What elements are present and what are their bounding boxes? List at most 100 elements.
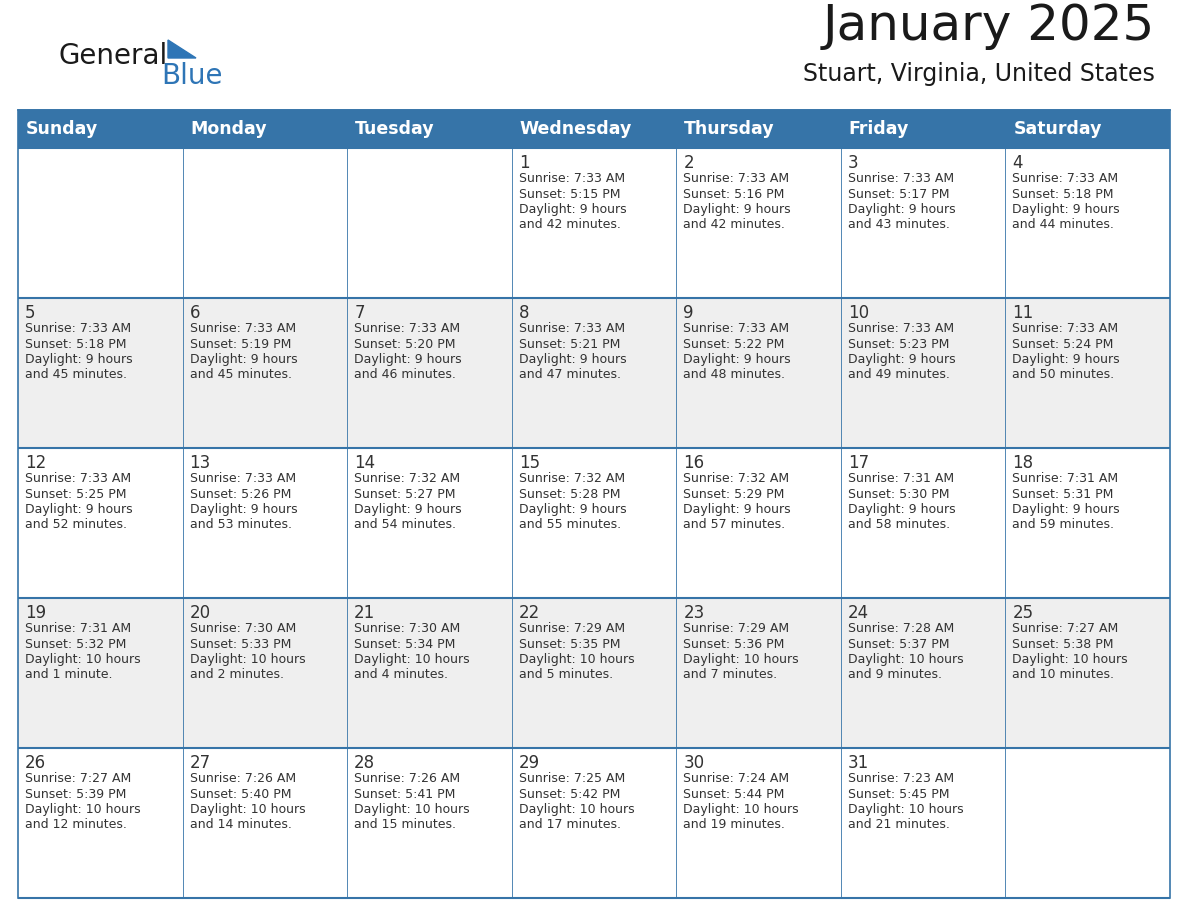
Bar (841, 748, 1005, 898)
Bar (347, 598, 512, 748)
Text: and 55 minutes.: and 55 minutes. (519, 519, 621, 532)
Text: and 19 minutes.: and 19 minutes. (683, 819, 785, 832)
Text: Sunset: 5:41 PM: Sunset: 5:41 PM (354, 788, 455, 800)
Text: and 49 minutes.: and 49 minutes. (848, 368, 949, 382)
Text: and 44 minutes.: and 44 minutes. (1012, 218, 1114, 231)
Text: and 42 minutes.: and 42 minutes. (519, 218, 620, 231)
Text: 15: 15 (519, 454, 539, 472)
Text: Sunset: 5:28 PM: Sunset: 5:28 PM (519, 487, 620, 500)
Text: 3: 3 (848, 154, 859, 172)
Text: Sunset: 5:45 PM: Sunset: 5:45 PM (848, 788, 949, 800)
Text: Daylight: 9 hours: Daylight: 9 hours (1012, 503, 1120, 516)
Text: Sunrise: 7:32 AM: Sunrise: 7:32 AM (519, 472, 625, 485)
Text: 13: 13 (190, 454, 210, 472)
Bar (1005, 598, 1170, 748)
Text: and 59 minutes.: and 59 minutes. (1012, 519, 1114, 532)
Text: Sunrise: 7:33 AM: Sunrise: 7:33 AM (683, 322, 789, 335)
Text: Sunset: 5:20 PM: Sunset: 5:20 PM (354, 338, 456, 351)
Text: Sunset: 5:40 PM: Sunset: 5:40 PM (190, 788, 291, 800)
Text: Sunrise: 7:33 AM: Sunrise: 7:33 AM (848, 322, 954, 335)
Text: Sunrise: 7:25 AM: Sunrise: 7:25 AM (519, 772, 625, 785)
Text: Sunset: 5:25 PM: Sunset: 5:25 PM (25, 487, 126, 500)
Text: Daylight: 9 hours: Daylight: 9 hours (519, 353, 626, 366)
Text: Sunset: 5:29 PM: Sunset: 5:29 PM (683, 487, 784, 500)
Text: Sunrise: 7:29 AM: Sunrise: 7:29 AM (683, 622, 789, 635)
Text: Sunrise: 7:33 AM: Sunrise: 7:33 AM (354, 322, 460, 335)
Text: Daylight: 9 hours: Daylight: 9 hours (848, 503, 955, 516)
Text: and 45 minutes.: and 45 minutes. (190, 368, 291, 382)
Text: Daylight: 10 hours: Daylight: 10 hours (190, 653, 305, 666)
Text: Sunset: 5:31 PM: Sunset: 5:31 PM (1012, 487, 1114, 500)
Text: Sunrise: 7:33 AM: Sunrise: 7:33 AM (1012, 172, 1119, 185)
Bar (841, 598, 1005, 748)
Bar (841, 298, 1005, 448)
Text: January 2025: January 2025 (823, 2, 1155, 50)
Bar (1005, 148, 1170, 298)
Text: Sunrise: 7:26 AM: Sunrise: 7:26 AM (354, 772, 460, 785)
Text: Wednesday: Wednesday (519, 120, 632, 138)
Text: 14: 14 (354, 454, 375, 472)
Text: and 10 minutes.: and 10 minutes. (1012, 668, 1114, 681)
Text: and 42 minutes.: and 42 minutes. (683, 218, 785, 231)
Bar (347, 148, 512, 298)
Text: Monday: Monday (190, 120, 267, 138)
Bar (841, 110, 1005, 148)
Text: 20: 20 (190, 604, 210, 622)
Text: Sunrise: 7:30 AM: Sunrise: 7:30 AM (190, 622, 296, 635)
Bar (841, 148, 1005, 298)
Text: Daylight: 10 hours: Daylight: 10 hours (25, 653, 140, 666)
Text: Sunset: 5:23 PM: Sunset: 5:23 PM (848, 338, 949, 351)
Text: Daylight: 9 hours: Daylight: 9 hours (25, 503, 133, 516)
Text: 26: 26 (25, 754, 46, 772)
Text: Stuart, Virginia, United States: Stuart, Virginia, United States (803, 62, 1155, 86)
Bar (676, 298, 841, 448)
Text: Sunrise: 7:32 AM: Sunrise: 7:32 AM (683, 472, 789, 485)
Text: Daylight: 9 hours: Daylight: 9 hours (25, 353, 133, 366)
Text: 25: 25 (1012, 604, 1034, 622)
Text: Sunrise: 7:33 AM: Sunrise: 7:33 AM (190, 472, 296, 485)
Text: Daylight: 9 hours: Daylight: 9 hours (190, 503, 297, 516)
Text: 28: 28 (354, 754, 375, 772)
Bar (1005, 298, 1170, 448)
Text: Sunset: 5:27 PM: Sunset: 5:27 PM (354, 487, 456, 500)
Bar (676, 598, 841, 748)
Text: Daylight: 10 hours: Daylight: 10 hours (519, 803, 634, 816)
Bar (676, 748, 841, 898)
Text: and 14 minutes.: and 14 minutes. (190, 819, 291, 832)
Text: Tuesday: Tuesday (355, 120, 435, 138)
Text: Daylight: 10 hours: Daylight: 10 hours (519, 653, 634, 666)
Bar (183, 748, 347, 898)
Text: Sunrise: 7:33 AM: Sunrise: 7:33 AM (25, 472, 131, 485)
Text: and 48 minutes.: and 48 minutes. (683, 368, 785, 382)
Text: and 58 minutes.: and 58 minutes. (848, 519, 950, 532)
Text: Daylight: 9 hours: Daylight: 9 hours (190, 353, 297, 366)
Bar (18, 148, 183, 298)
Text: Daylight: 9 hours: Daylight: 9 hours (848, 203, 955, 216)
Polygon shape (168, 40, 196, 58)
Bar (18, 448, 183, 598)
Text: 19: 19 (25, 604, 46, 622)
Text: and 17 minutes.: and 17 minutes. (519, 819, 620, 832)
Bar (183, 448, 347, 598)
Text: 18: 18 (1012, 454, 1034, 472)
Text: Blue: Blue (162, 62, 222, 90)
Bar (841, 448, 1005, 598)
Bar (183, 148, 347, 298)
Text: Daylight: 10 hours: Daylight: 10 hours (190, 803, 305, 816)
Text: Sunrise: 7:31 AM: Sunrise: 7:31 AM (25, 622, 131, 635)
Text: Sunset: 5:26 PM: Sunset: 5:26 PM (190, 487, 291, 500)
Text: Sunset: 5:44 PM: Sunset: 5:44 PM (683, 788, 784, 800)
Text: Saturday: Saturday (1013, 120, 1102, 138)
Text: and 9 minutes.: and 9 minutes. (848, 668, 942, 681)
Bar (676, 148, 841, 298)
Text: Sunset: 5:37 PM: Sunset: 5:37 PM (848, 637, 949, 651)
Bar (676, 448, 841, 598)
Text: and 4 minutes.: and 4 minutes. (354, 668, 448, 681)
Bar (183, 110, 347, 148)
Text: Daylight: 9 hours: Daylight: 9 hours (1012, 353, 1120, 366)
Text: 31: 31 (848, 754, 870, 772)
Text: Daylight: 9 hours: Daylight: 9 hours (354, 353, 462, 366)
Text: and 46 minutes.: and 46 minutes. (354, 368, 456, 382)
Text: and 45 minutes.: and 45 minutes. (25, 368, 127, 382)
Text: and 50 minutes.: and 50 minutes. (1012, 368, 1114, 382)
